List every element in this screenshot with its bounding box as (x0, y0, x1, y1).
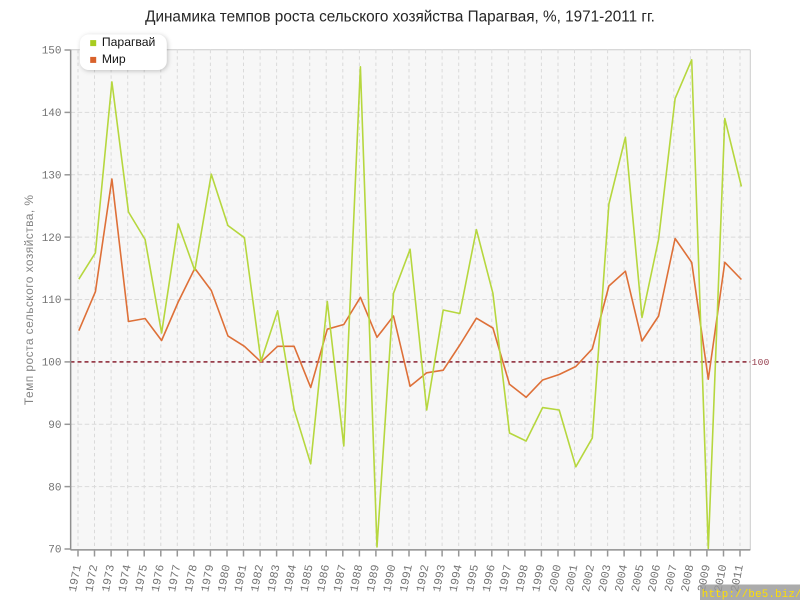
svg-text:2001: 2001 (563, 563, 581, 593)
svg-text:Парагвай: Парагвай (102, 35, 155, 49)
svg-text:1999: 1999 (530, 563, 548, 593)
svg-text:1990: 1990 (381, 563, 399, 593)
svg-text:1993: 1993 (431, 563, 449, 593)
svg-text:1977: 1977 (166, 564, 184, 594)
svg-text:140: 140 (42, 108, 62, 120)
svg-text:80: 80 (48, 482, 61, 494)
svg-text:1982: 1982 (249, 563, 267, 593)
svg-text:130: 130 (42, 171, 62, 183)
svg-text:1995: 1995 (464, 563, 482, 593)
svg-text:1974: 1974 (117, 563, 135, 593)
svg-text:1988: 1988 (348, 563, 366, 593)
svg-text:1979: 1979 (199, 563, 217, 593)
svg-text:1984: 1984 (282, 563, 300, 593)
svg-text:1986: 1986 (315, 563, 333, 593)
svg-text:Темп роста сельского хозяйства: Темп роста сельского хозяйства, % (22, 195, 36, 406)
svg-text:2007: 2007 (663, 564, 681, 594)
svg-text:1989: 1989 (365, 563, 383, 593)
svg-text:90: 90 (48, 420, 61, 432)
svg-text:1996: 1996 (481, 563, 499, 593)
svg-text:1998: 1998 (514, 563, 532, 593)
svg-text:1973: 1973 (100, 563, 118, 593)
svg-text:1976: 1976 (150, 563, 168, 593)
svg-text:70: 70 (48, 545, 61, 557)
svg-text:2003: 2003 (596, 563, 614, 593)
svg-text:1991: 1991 (398, 563, 416, 593)
svg-text:2000: 2000 (547, 563, 565, 593)
svg-text:120: 120 (42, 233, 62, 245)
svg-text:1978: 1978 (183, 563, 201, 593)
svg-text:2008: 2008 (679, 563, 697, 593)
svg-text:1992: 1992 (414, 563, 432, 593)
svg-text:1997: 1997 (497, 564, 515, 594)
svg-text:Мир: Мир (102, 52, 126, 66)
svg-text:2005: 2005 (630, 563, 648, 593)
svg-text:100: 100 (752, 357, 770, 368)
svg-text:150: 150 (42, 46, 62, 58)
svg-text:2006: 2006 (646, 563, 664, 593)
svg-text:2004: 2004 (613, 563, 631, 593)
svg-text:1994: 1994 (448, 563, 466, 593)
svg-text:1972: 1972 (83, 563, 101, 593)
svg-text:1971: 1971 (67, 563, 85, 593)
svg-text:Динамика темпов роста сельског: Динамика темпов роста сельского хозяйств… (145, 9, 655, 26)
svg-text:1987: 1987 (332, 564, 350, 594)
svg-text:http://be5.biz/: http://be5.biz/ (702, 589, 800, 600)
svg-text:1981: 1981 (232, 563, 250, 593)
svg-text:1980: 1980 (216, 563, 234, 593)
svg-text:1983: 1983 (265, 563, 283, 593)
svg-text:1975: 1975 (133, 563, 151, 593)
svg-text:1985: 1985 (299, 563, 317, 593)
svg-text:100: 100 (42, 358, 62, 370)
svg-text:110: 110 (42, 295, 62, 307)
svg-text:2002: 2002 (580, 563, 598, 593)
